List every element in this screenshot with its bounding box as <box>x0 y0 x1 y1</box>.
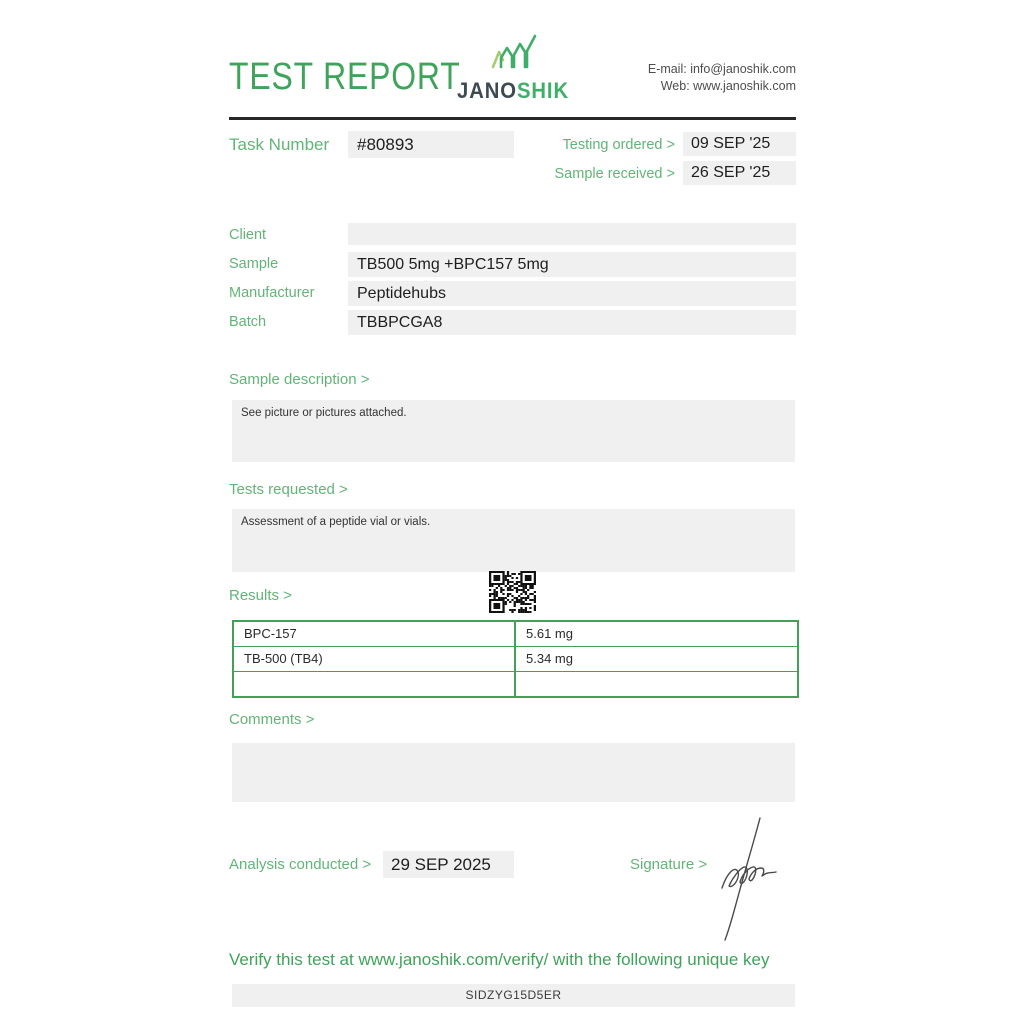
web-label: Web: <box>660 79 690 93</box>
sample-label: Sample <box>229 256 279 272</box>
results-label: Results > <box>229 587 292 604</box>
task-number-label: Task Number <box>229 135 330 154</box>
sample-received-label: Sample received > <box>554 166 676 182</box>
comments-text <box>232 743 795 757</box>
batch-label: Batch <box>229 314 267 330</box>
client-label: Client <box>229 227 267 243</box>
unique-key-value: SIDZYG15D5ER <box>232 984 795 1007</box>
sample-value: TB500 5mg +BPC157 5mg <box>348 252 796 277</box>
qr-code <box>489 571 536 613</box>
testing-ordered-label: Testing ordered > <box>562 137 675 153</box>
task-number-value: #80893 <box>348 131 514 158</box>
email-label: E-mail: <box>647 62 687 76</box>
tests-requested-text: Assessment of a peptide vial or vials. <box>241 516 431 528</box>
analyte-cell: BPC-157 <box>234 622 516 646</box>
batch-value: TBBPCGA8 <box>348 310 796 335</box>
web-value: www.janoshik.com <box>693 79 796 93</box>
testing-ordered-value: 09 SEP '25 <box>683 132 796 156</box>
logo-wordmark: JANOSHIK <box>455 78 571 104</box>
sample-description-label: Sample description > <box>229 371 370 388</box>
verify-instruction: Verify this test at www.janoshik.com/ver… <box>229 950 770 969</box>
amount-cell <box>516 672 797 696</box>
email-value: info@janoshik.com <box>690 62 796 76</box>
logo-text-dark: JANO <box>457 78 517 103</box>
analysis-conducted-value: 29 SEP 2025 <box>383 851 514 878</box>
amount-cell: 5.34 mg <box>526 651 573 666</box>
tests-requested-box: Assessment of a peptide vial or vials. <box>232 509 795 572</box>
table-row: BPC-157 5.61 mg <box>234 622 797 646</box>
page-title: TEST REPORT <box>229 56 461 98</box>
amount-cell: 5.61 mg <box>526 626 573 641</box>
logo-chart-icon <box>491 34 536 69</box>
results-table: BPC-157 5.61 mg TB-500 (TB4) 5.34 mg <box>232 620 799 698</box>
analyte-cell <box>234 672 516 696</box>
sample-description-text: See picture or pictures attached. <box>241 407 407 419</box>
sample-received-value: 26 SEP '25 <box>683 161 796 185</box>
comments-label: Comments > <box>229 711 315 728</box>
signature-label: Signature > <box>630 856 708 873</box>
comments-box <box>232 743 795 802</box>
web-line: Web: www.janoshik.com <box>600 78 796 95</box>
signature-scribble <box>708 815 790 943</box>
analyte-cell: TB-500 (TB4) <box>234 647 516 671</box>
manufacturer-label: Manufacturer <box>229 285 315 301</box>
logo-text-green: SHIK <box>516 78 569 103</box>
table-row <box>234 671 797 696</box>
header-divider <box>229 117 796 120</box>
company-logo: JANOSHIK <box>450 31 576 104</box>
table-row: TB-500 (TB4) 5.34 mg <box>234 646 797 671</box>
analysis-conducted-label: Analysis conducted > <box>229 856 372 873</box>
client-value <box>348 223 796 245</box>
email-line: E-mail: info@janoshik.com <box>600 61 796 78</box>
tests-requested-label: Tests requested > <box>229 481 348 498</box>
contact-block: E-mail: info@janoshik.com Web: www.janos… <box>600 61 796 95</box>
manufacturer-value: Peptidehubs <box>348 281 796 306</box>
sample-description-box: See picture or pictures attached. <box>232 400 795 462</box>
